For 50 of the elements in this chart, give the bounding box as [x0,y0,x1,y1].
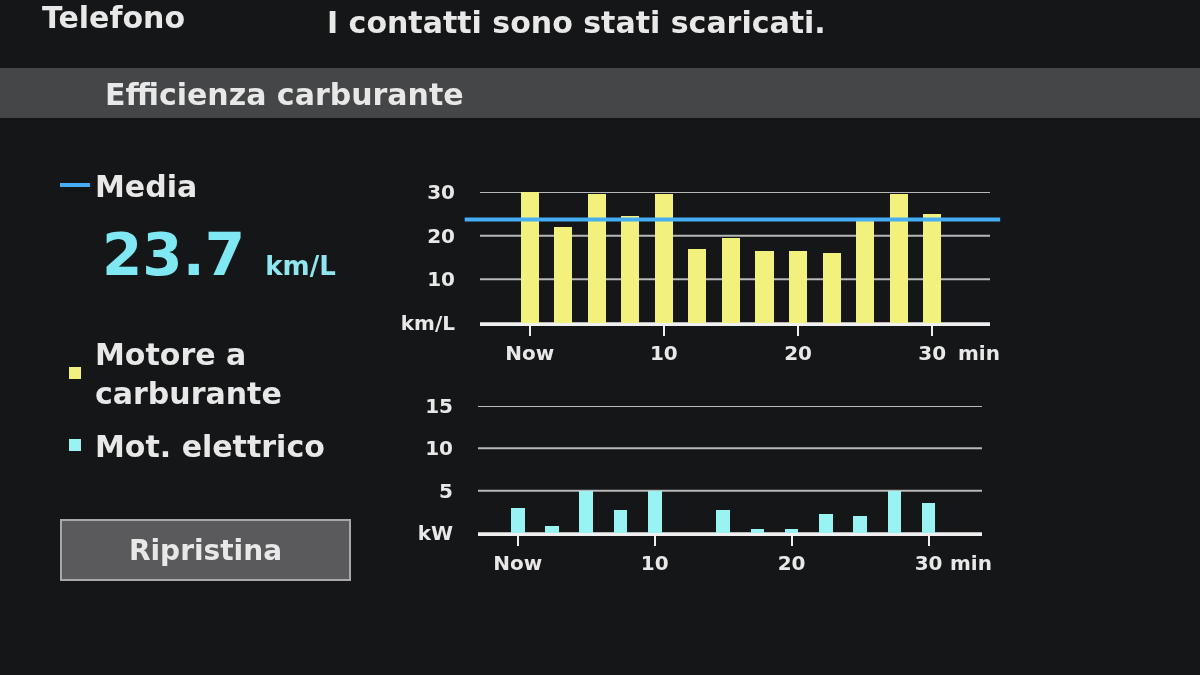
bar [554,227,572,323]
x-tick-label: Now [493,551,543,575]
x-tick-label: Now [505,341,555,365]
bar [579,491,593,533]
x-tick-label: 10 [649,341,678,365]
bar [722,238,740,323]
bar [755,251,774,323]
text: 23.7 km/L [102,221,336,289]
text: Telefono [42,0,186,35]
y-tick-label: 10 [425,436,453,461]
x-tick-label: 20 [784,341,812,365]
y-tick-label: 10 [427,267,455,292]
y-tick-label: kW [417,521,453,545]
x-axis-title: min [950,551,992,575]
bar [751,529,764,533]
x-tick-label: 30 [918,341,947,365]
y-tick-label: km/L [400,311,456,335]
bar [853,516,867,533]
text: Ripristina [128,533,283,567]
bar [922,503,935,533]
bar [716,510,730,533]
y-tick-label: 20 [427,223,455,248]
bar [923,214,941,323]
bar [688,249,706,323]
chart-title: Efficienza carburante [105,76,464,112]
bar [823,253,841,323]
bar [621,216,639,323]
legend-label: Mot. elettrico [95,428,325,464]
bar [890,194,908,323]
y-tick-label: 5 [439,478,453,503]
bar [545,526,559,533]
bar [648,491,662,533]
y-tick-label: 15 [425,394,453,418]
bar [511,508,525,533]
text: I contatti sono stati scaricati. [327,5,826,40]
bar [614,510,627,533]
bar [789,251,807,323]
bar [819,514,833,533]
bar [588,194,606,323]
bar [655,194,673,323]
x-tick-label: 20 [777,551,806,575]
x-axis-title: min [958,341,1000,365]
bar [888,491,901,533]
bar [521,192,539,323]
bar [785,529,798,533]
x-tick-label: 30 [914,551,943,575]
legend-label: Media [95,168,198,204]
x-tick-label: 10 [640,551,669,575]
legend-label: Motore a carburante [95,337,282,412]
y-tick-label: 30 [427,180,455,204]
